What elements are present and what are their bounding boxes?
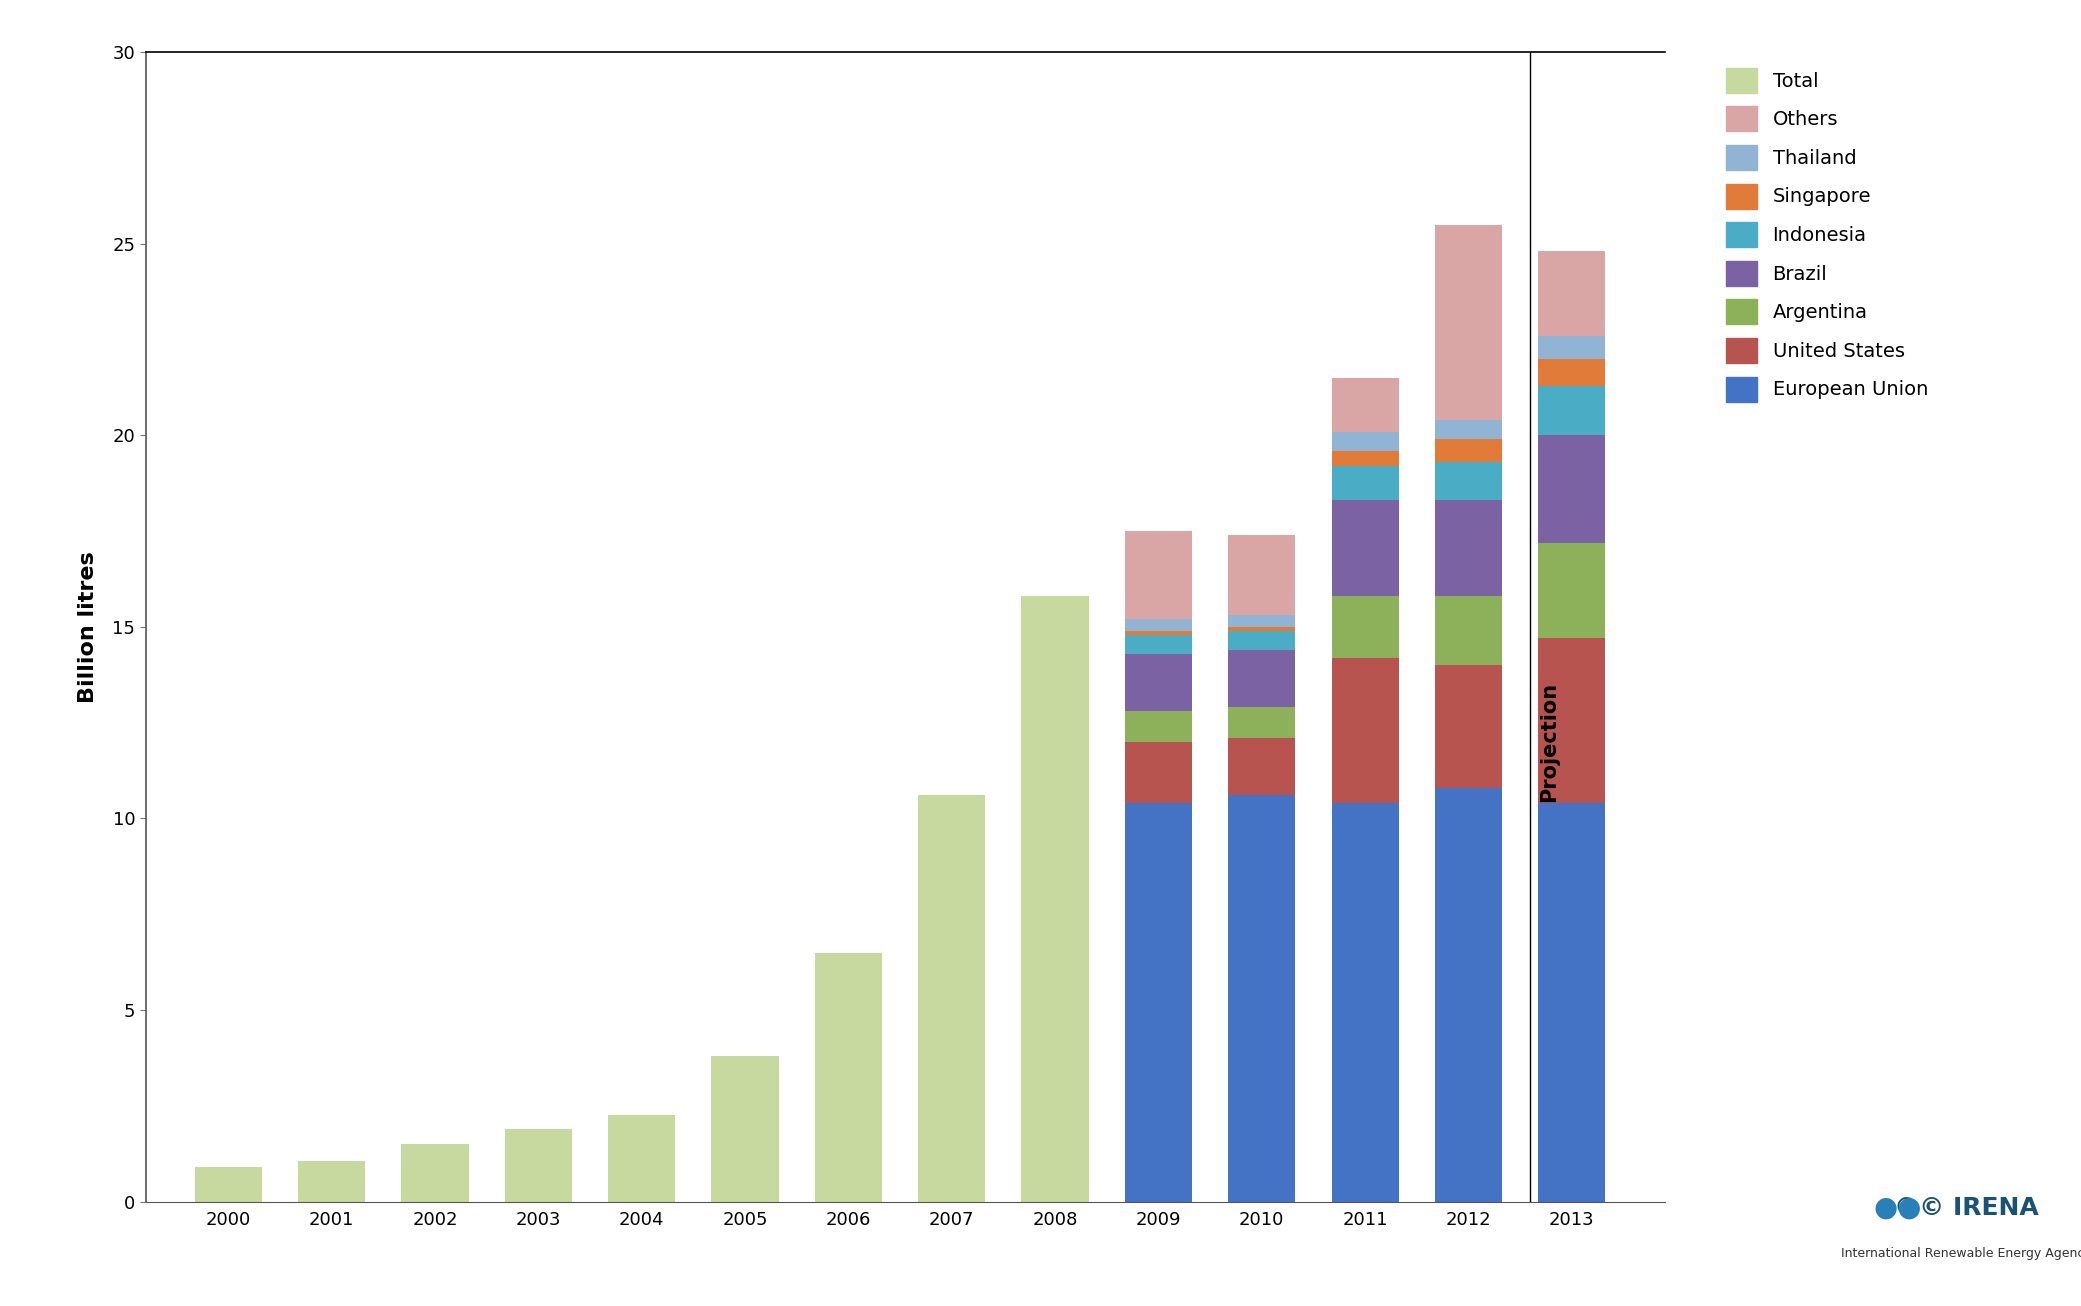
Text: ©© IRENA: ©© IRENA [1894, 1196, 2039, 1220]
Text: International Renewable Energy Agency: International Renewable Energy Agency [1842, 1247, 2081, 1260]
Bar [1538, 803, 1604, 1202]
Bar [196, 1168, 262, 1202]
Bar [816, 952, 882, 1202]
Bar [402, 1144, 468, 1202]
Bar [1228, 631, 1294, 650]
Bar [1436, 462, 1502, 500]
Bar [918, 795, 984, 1202]
Bar [1436, 788, 1502, 1202]
Bar [1022, 597, 1088, 1202]
Bar [1228, 738, 1294, 795]
Bar [1126, 712, 1192, 742]
Bar [1332, 451, 1398, 466]
Bar [1126, 654, 1192, 712]
Bar [1126, 619, 1192, 631]
Bar [1126, 803, 1192, 1202]
Bar [1436, 421, 1502, 439]
Bar [1538, 359, 1604, 385]
Bar [1332, 657, 1398, 803]
Bar [1228, 535, 1294, 615]
Bar [298, 1161, 366, 1202]
Bar [1436, 597, 1502, 665]
Bar [506, 1128, 572, 1202]
Bar [1436, 665, 1502, 788]
Bar [1332, 803, 1398, 1202]
Bar [1332, 431, 1398, 451]
Bar [1228, 615, 1294, 627]
Bar [1228, 795, 1294, 1202]
Bar [1126, 631, 1192, 635]
Bar [1538, 336, 1604, 359]
Bar [1538, 435, 1604, 542]
Legend: Total, Others, Thailand, Singapore, Indonesia, Brazil, Argentina, United States,: Total, Others, Thailand, Singapore, Indo… [1721, 61, 1933, 407]
Bar [1228, 650, 1294, 708]
Bar [1126, 635, 1192, 654]
Bar [1538, 385, 1604, 435]
Bar [1332, 500, 1398, 597]
Bar [1332, 597, 1398, 657]
Text: ●●: ●● [1873, 1194, 1923, 1222]
Bar [608, 1115, 676, 1202]
Bar [1538, 542, 1604, 639]
Bar [1538, 639, 1604, 803]
Bar [1436, 439, 1502, 462]
Bar [712, 1057, 778, 1202]
Text: Projection: Projection [1538, 682, 1559, 802]
Bar [1538, 252, 1604, 336]
Y-axis label: Billion litres: Billion litres [79, 551, 98, 703]
Bar [1228, 708, 1294, 738]
Bar [1228, 627, 1294, 631]
Bar [1126, 532, 1192, 619]
Bar [1436, 500, 1502, 597]
Bar [1332, 466, 1398, 500]
Bar [1332, 377, 1398, 431]
Bar [1126, 742, 1192, 803]
Bar [1436, 225, 1502, 421]
